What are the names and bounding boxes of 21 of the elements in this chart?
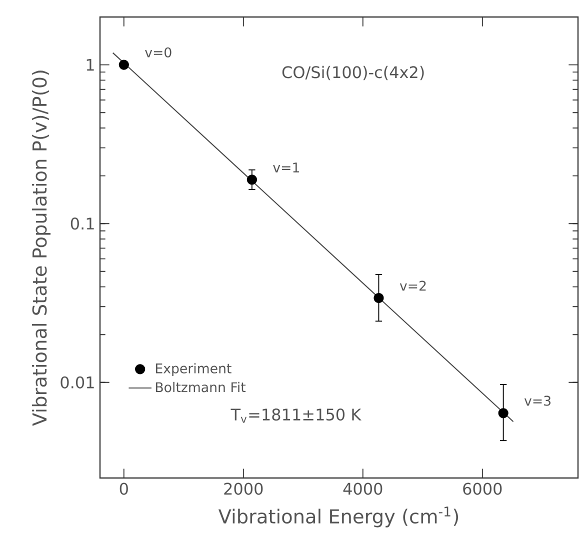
x-axis-title: Vibrational Energy (cm$^{-1}$) [218,506,458,528]
annotation: v=0 [145,47,172,58]
legend-label: Experiment [156,363,232,376]
annotation: v=1 [273,162,299,172]
annotation: v=2 [400,280,426,291]
y-tick-label: 1 [86,58,94,71]
point [118,60,129,70]
x-tick-label: 2000 [224,482,263,495]
annotation: T$_{v}$=1811±150 K [230,408,362,423]
point [498,408,508,418]
annotation: v=3 [524,396,551,406]
point [246,174,258,185]
x-tick-label: 6000 [463,482,502,495]
y-tick-label: 0.01 [60,376,94,388]
y-tick-label: 0.1 [70,218,94,230]
annotation: CO/Si(100)-c(4x2) [282,66,424,80]
point [374,292,384,304]
legend-label: Boltzmann Fit [156,382,246,392]
x-tick-label: 4000 [343,482,382,495]
y-axis-title: Vibrational State Population P(v)/P(0) [32,70,51,426]
x-tick-label: 0 [120,482,128,495]
